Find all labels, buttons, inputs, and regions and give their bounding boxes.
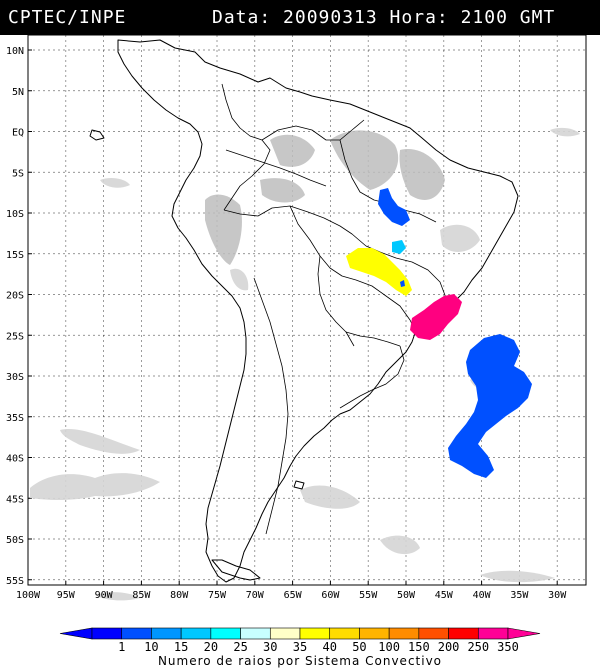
convective-systems xyxy=(346,188,532,478)
legend-color-box xyxy=(210,627,241,640)
legend-label: 35 xyxy=(293,640,307,654)
latitude-label: 50S xyxy=(6,535,24,546)
legend-labels: 1 10 15 20 25 30 35 40 50 100 150 200 250 350 xyxy=(118,640,519,654)
legend-label: 15 xyxy=(174,640,188,654)
latitude-label: EQ xyxy=(12,128,24,139)
longitude-label: 35W xyxy=(510,590,529,601)
legend-title: Numero de raios por Sistema Convectivo xyxy=(157,654,443,668)
legend-label: 40 xyxy=(322,640,336,654)
longitude-label: 95W xyxy=(57,590,76,601)
latitude-label: 55S xyxy=(6,576,24,587)
latitude-label: 30S xyxy=(6,372,24,383)
legend-color-box xyxy=(91,627,123,640)
legend-color-box xyxy=(180,627,212,640)
latitude-label: 45S xyxy=(6,494,24,505)
source-label: CPTEC/INPE xyxy=(8,7,127,28)
latitude-labels: 10N 5N EQ 5S 10S 15S 20S 25S 30S 35S 40S 45S 50S 55S xyxy=(6,46,24,587)
coastline xyxy=(89,39,519,583)
longitude-label: 55W xyxy=(359,590,378,601)
cloud-cover xyxy=(30,127,580,601)
longitude-label: 80W xyxy=(170,590,189,601)
longitude-labels: 100W 95W 90W 85W 80W 75W 70W 65W 60W 55W 50W 45W 40W… xyxy=(16,590,567,601)
latitude-label: 5N xyxy=(12,87,24,98)
longitude-label: 30W xyxy=(548,590,567,601)
legend-label: 20 xyxy=(204,640,218,654)
legend-arrow-left xyxy=(59,627,93,640)
latitude-label: 25S xyxy=(6,331,24,342)
latitude-label: 40S xyxy=(6,454,24,465)
longitude-label: 85W xyxy=(132,590,151,601)
legend-label: 10 xyxy=(144,640,158,654)
legend-color-box xyxy=(299,627,331,640)
color-legend: 1 10 15 20 25 30 35 40 50 100 150 200 250 350 xyxy=(59,627,541,654)
legend-color-box xyxy=(121,627,152,640)
datetime-label: Data: 20090313 Hora: 2100 GMT xyxy=(212,7,556,28)
latitude-label: 15S xyxy=(6,250,24,261)
legend-color-box xyxy=(359,627,390,640)
legend-color-box xyxy=(477,627,509,640)
system-s4 xyxy=(410,294,462,340)
longitude-label: 45W xyxy=(435,590,454,601)
longitude-label: 70W xyxy=(246,590,265,601)
longitude-label: 100W xyxy=(16,590,41,601)
country-borders xyxy=(221,83,447,535)
legend-color-boxes xyxy=(59,627,541,640)
legend-label: 50 xyxy=(352,640,366,654)
legend-color-box xyxy=(329,627,360,640)
latitude-label: 5S xyxy=(12,168,24,179)
legend-label: 250 xyxy=(467,640,489,654)
system-s1 xyxy=(378,188,410,226)
legend-label: 25 xyxy=(233,640,247,654)
latitude-label: 35S xyxy=(6,413,24,424)
latitude-label: 10N xyxy=(6,46,24,57)
legend-label: 30 xyxy=(263,640,277,654)
legend-color-box xyxy=(448,627,479,640)
title-bar: CPTEC/INPE Data: 20090313 Hora: 2100 GMT xyxy=(0,0,600,35)
longitude-label: 75W xyxy=(208,590,227,601)
longitude-label: 50W xyxy=(397,590,416,601)
legend-label: 200 xyxy=(438,640,460,654)
longitude-label: 90W xyxy=(95,590,114,601)
latitude-label: 10S xyxy=(6,209,24,220)
legend-label: 350 xyxy=(497,640,519,654)
legend-color-box xyxy=(388,627,420,640)
legend-label: 150 xyxy=(408,640,430,654)
system-s3 xyxy=(346,248,412,296)
system-s2 xyxy=(392,240,406,254)
legend-label: 100 xyxy=(378,640,400,654)
legend-label: 1 xyxy=(118,640,125,654)
longitude-label: 65W xyxy=(284,590,303,601)
map-panel: 10N5NEQ5S10S15S20S25S30S35S40S45S50S55S … xyxy=(6,35,587,601)
system-s5 xyxy=(448,334,532,478)
latitude-label: 20S xyxy=(6,291,24,302)
gridlines xyxy=(27,35,586,585)
longitude-label: 60W xyxy=(321,590,340,601)
legend-arrow-right xyxy=(507,627,541,640)
legend-color-box xyxy=(269,627,301,640)
longitude-label: 40W xyxy=(473,590,492,601)
legend-color-box xyxy=(418,627,449,640)
legend-color-box xyxy=(240,627,271,640)
legend-color-box xyxy=(151,627,182,640)
